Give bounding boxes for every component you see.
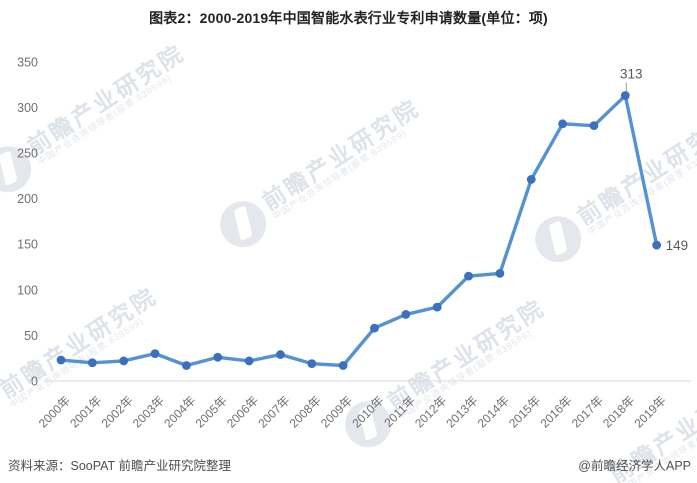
data-point (213, 352, 223, 362)
x-axis-label: 2017年 (569, 393, 606, 430)
x-axis-label: 2010年 (349, 393, 386, 430)
x-axis-label: 2001年 (67, 393, 104, 430)
x-axis-label: 2006年 (224, 393, 261, 430)
x-axis-label: 2009年 (318, 393, 355, 430)
data-point (652, 240, 662, 250)
data-point (56, 355, 66, 365)
y-axis-label: 250 (17, 147, 38, 161)
data-point (370, 323, 379, 333)
x-axis-label: 2019年 (632, 393, 669, 430)
data-point (150, 349, 160, 359)
y-axis-label: 300 (17, 101, 38, 115)
y-axis-label: 350 (17, 55, 38, 69)
data-point (620, 91, 630, 100)
x-axis-label: 2003年 (130, 393, 167, 430)
y-axis-label: 100 (17, 283, 38, 297)
data-point (119, 356, 129, 366)
data-point (276, 350, 285, 359)
footer-credit: @前瞻经济学人APP (578, 459, 691, 473)
x-axis-label: 2000年 (36, 393, 73, 430)
y-axis-label: 0 (31, 375, 38, 389)
x-axis-label: 2018年 (600, 393, 637, 430)
x-axis-label: 2008年 (287, 393, 324, 430)
data-point (244, 356, 254, 366)
data-point (464, 271, 473, 281)
data-label: 313 (620, 67, 643, 82)
data-line (59, 93, 659, 368)
x-axis-label: 2014年 (475, 393, 512, 430)
x-axis-label: 2007年 (255, 393, 292, 430)
data-point (432, 302, 442, 312)
data-label: 149 (666, 238, 689, 253)
x-axis-label: 2015年 (506, 393, 543, 430)
x-axis-label: 2004年 (161, 393, 198, 430)
data-point (307, 359, 317, 369)
x-axis-label: 2013年 (443, 393, 480, 430)
data-point (526, 175, 536, 184)
x-axis-label: 2011年 (381, 393, 418, 430)
x-axis-label: 2012年 (412, 393, 449, 430)
chart-title: 图表2：2000-2019年中国智能水表行业专利申请数量(单位：项) (149, 10, 548, 26)
x-axis-label: 2002年 (99, 393, 136, 430)
data-point (182, 361, 191, 370)
data-point (401, 310, 411, 319)
data-point (495, 268, 505, 278)
data-point (558, 119, 567, 129)
x-axis-label: 2016年 (537, 393, 574, 430)
data-point (338, 361, 348, 370)
y-axis-label: 200 (17, 192, 38, 206)
data-point (589, 121, 599, 131)
y-axis-label: 150 (17, 238, 38, 252)
x-axis-label: 2005年 (193, 393, 230, 430)
y-axis-label: 50 (24, 329, 38, 343)
data-point (87, 358, 97, 368)
footer-source: 资料来源：SooPAT 前瞻产业研究院整理 (8, 459, 231, 473)
